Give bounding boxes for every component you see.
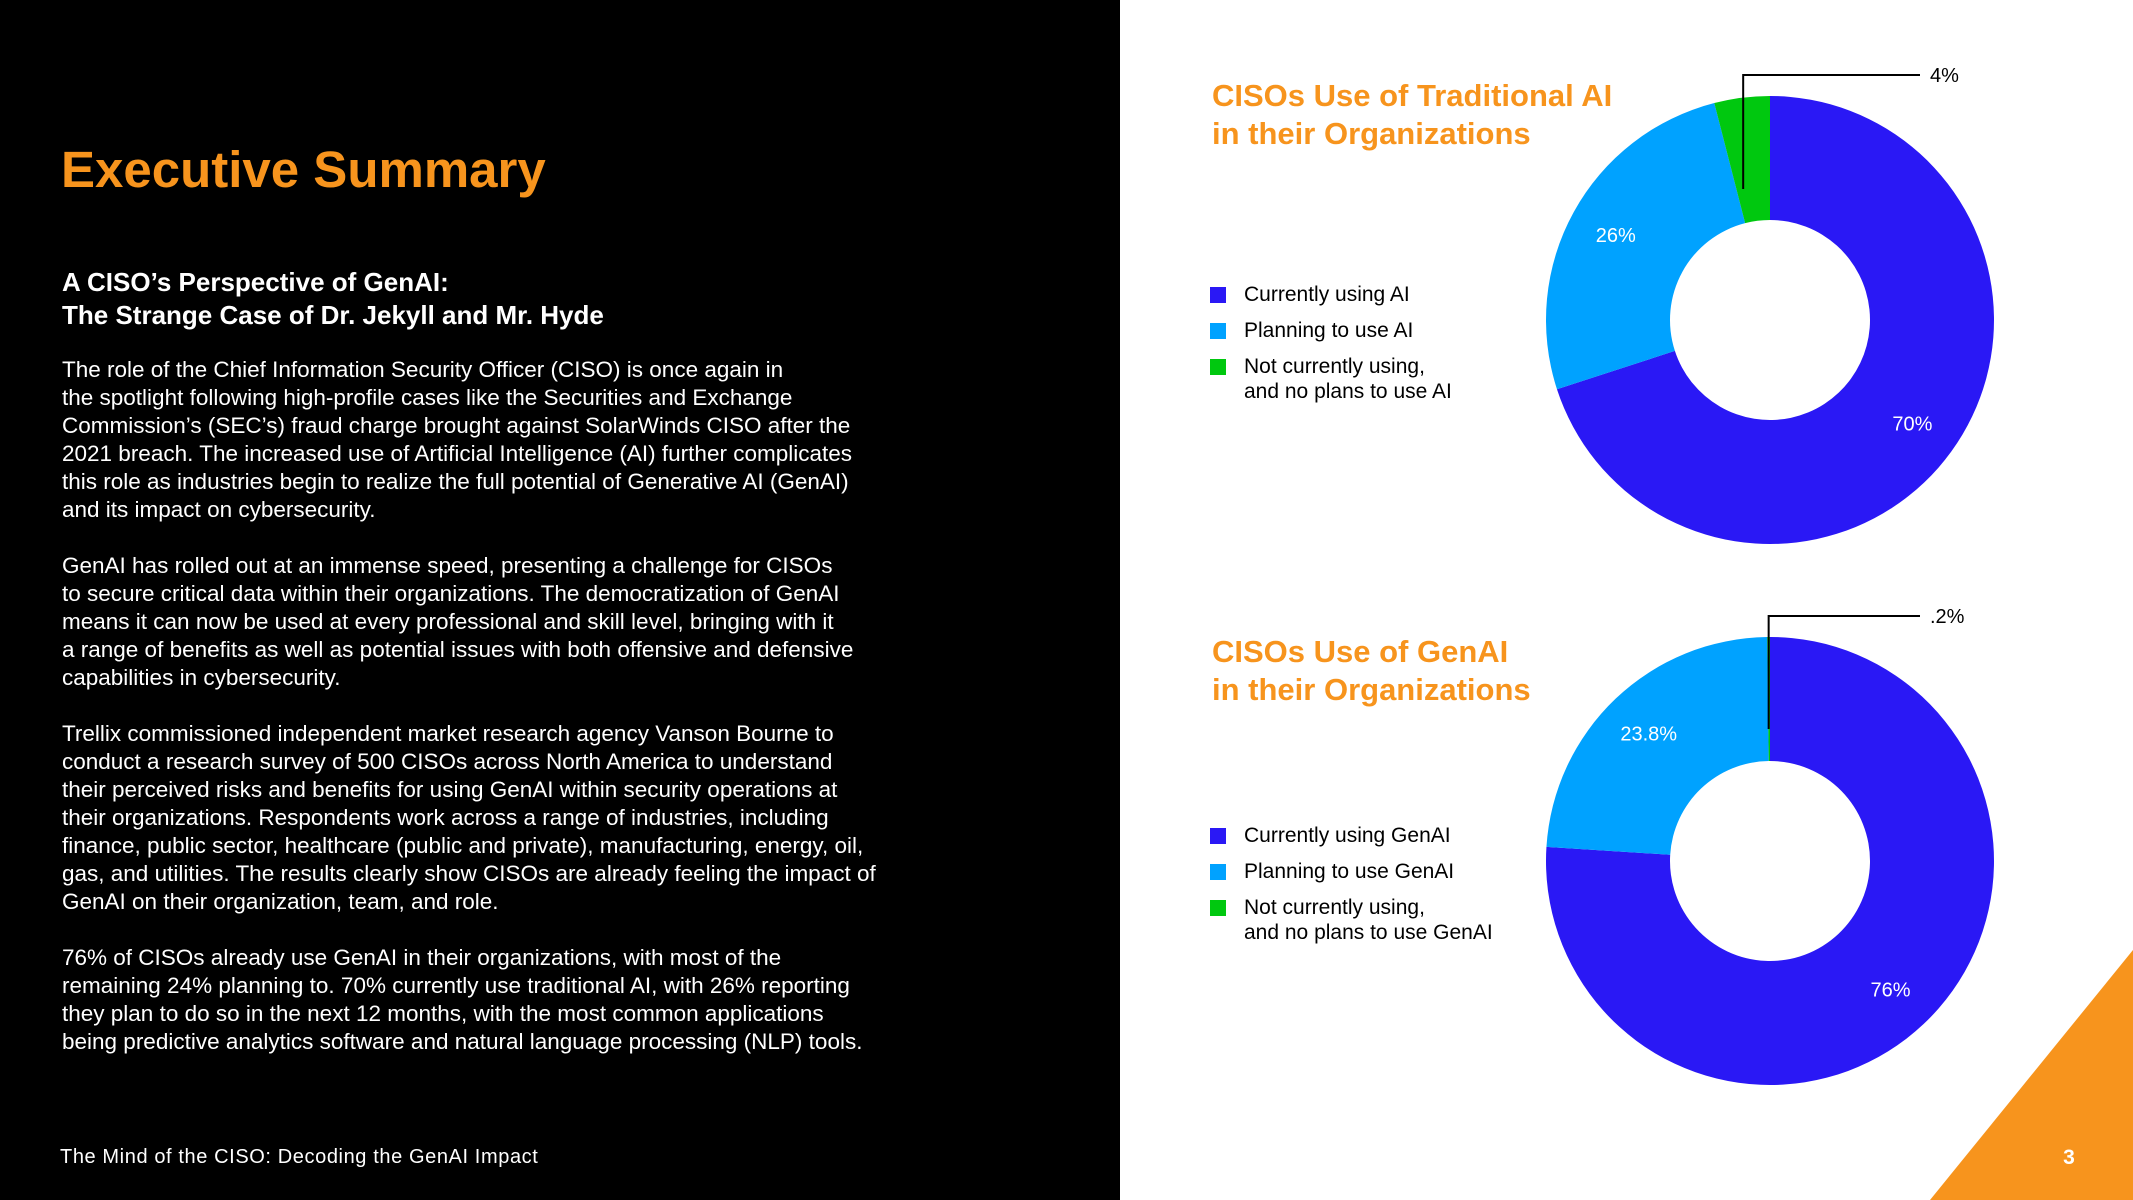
section-subheading: A CISO’s Perspective of GenAI: The Stran…	[62, 266, 604, 332]
legend-item-planning-to-use-ai: Planning to use AI	[1210, 318, 1452, 343]
chart-title-line: in their Organizations	[1212, 672, 1531, 707]
data-label: 23.8%	[1620, 723, 1677, 745]
legend-item-not-using-ai: Not currently using, and no plans to use…	[1210, 354, 1452, 404]
body-text: The role of the Chief Information Securi…	[62, 356, 1072, 1084]
text-line: to secure critical data within their org…	[62, 581, 840, 606]
legend-swatch	[1210, 864, 1226, 880]
page-number: 3	[2063, 1146, 2075, 1169]
data-label: 70%	[1892, 413, 1932, 435]
chart-title-traditional-ai: CISOs Use of Traditional AI in their Org…	[1212, 77, 1612, 153]
chart-title-line: in their Organizations	[1212, 116, 1531, 151]
chart-title-genai: CISOs Use of GenAI in their Organization…	[1212, 633, 1531, 709]
legend-swatch	[1210, 287, 1226, 303]
text-line: their perceived risks and benefits for u…	[62, 777, 838, 802]
left-panel: Executive Summary A CISO’s Perspective o…	[0, 0, 1120, 1200]
text-line: their organizations. Respondents work ac…	[62, 805, 829, 830]
paragraph-role-of-ciso: The role of the Chief Information Securi…	[62, 356, 1072, 524]
text-line: a range of benefits as well as potential…	[62, 637, 854, 662]
text-line: this role as industries begin to realize…	[62, 469, 849, 494]
data-label: 76%	[1870, 979, 1910, 1001]
text-line: Commission’s (SEC’s) fraud charge brough…	[62, 413, 851, 438]
text-line: Trellix commissioned independent market …	[62, 721, 834, 746]
legend-label: Planning to use AI	[1244, 319, 1414, 342]
chart-title-line: CISOs Use of Traditional AI	[1212, 78, 1613, 113]
leader-line	[1742, 74, 1920, 190]
legend-label: Not currently using,	[1244, 896, 1425, 919]
legend-item-not-using-genai: Not currently using, and no plans to use…	[1210, 895, 1493, 945]
text-line: they plan to do so in the next 12 months…	[62, 1001, 824, 1026]
legend-swatch	[1210, 323, 1226, 339]
text-line: capabilities in cybersecurity.	[62, 665, 341, 690]
text-line: GenAI on their organization, team, and r…	[62, 889, 499, 914]
donut-chart-genai: 76% 23.8% .2%	[1546, 606, 1994, 1085]
text-line: GenAI has rolled out at an immense speed…	[62, 553, 833, 578]
text-line: the spotlight following high-profile cas…	[62, 385, 793, 410]
legend-swatch	[1210, 359, 1226, 375]
legend-label: Planning to use GenAI	[1244, 860, 1455, 883]
text-line: conduct a research survey of 500 CISOs a…	[62, 749, 833, 774]
donut-slice-planning-to-use-ai	[1546, 103, 1746, 390]
paragraph-research-survey: Trellix commissioned independent market …	[62, 720, 1072, 916]
corner-accent-triangle	[1930, 950, 2133, 1200]
legend-item-planning-to-use-genai: Planning to use GenAI	[1210, 859, 1493, 884]
subheading-line: The Strange Case of Dr. Jekyll and Mr. H…	[62, 300, 604, 330]
legend-swatch	[1210, 828, 1226, 844]
subheading-line: A CISO’s Perspective of GenAI:	[62, 267, 449, 297]
text-line: remaining 24% planning to. 70% currently…	[62, 973, 850, 998]
donut-slice-currently-using-genai	[1546, 637, 1994, 1085]
text-line: gas, and utilities. The results clearly …	[62, 861, 876, 886]
text-line: and its impact on cybersecurity.	[62, 497, 376, 522]
text-line: 2021 breach. The increased use of Artifi…	[62, 441, 852, 466]
text-line: 76% of CISOs already use GenAI in their …	[62, 945, 782, 970]
legend-label: and no plans to use AI	[1244, 380, 1452, 403]
legend-label: Currently using AI	[1244, 283, 1410, 306]
legend-swatch	[1210, 900, 1226, 916]
donut-chart-traditional-ai: 70% 26% 4%	[1546, 65, 1994, 544]
data-label-outside: 4%	[1930, 65, 1959, 87]
text-line: means it can now be used at every profes…	[62, 609, 834, 634]
legend-label: and no plans to use GenAI	[1244, 921, 1493, 944]
text-line: finance, public sector, healthcare (publ…	[62, 833, 864, 858]
donut-slice-not-currently-using-and-no-plans-to-use-ai	[1714, 96, 1770, 224]
legend-label: Currently using GenAI	[1244, 824, 1451, 847]
paragraph-key-findings: 76% of CISOs already use GenAI in their …	[62, 944, 1072, 1056]
footer-report-title: The Mind of the CISO: Decoding the GenAI…	[60, 1146, 539, 1168]
data-label-outside: .2%	[1930, 606, 1965, 628]
donut-slice-planning-to-use-genai	[1546, 637, 1769, 855]
legend-item-currently-using-ai: Currently using AI	[1210, 282, 1452, 307]
donut-slice-currently-using-ai	[1556, 96, 1994, 544]
paragraph-genai-speed: GenAI has rolled out at an immense speed…	[62, 552, 1072, 692]
chart-title-line: CISOs Use of GenAI	[1212, 634, 1509, 669]
text-line: The role of the Chief Information Securi…	[62, 357, 784, 382]
legend-item-currently-using-genai: Currently using GenAI	[1210, 823, 1493, 848]
data-label: 26%	[1596, 225, 1636, 247]
leader-line	[1767, 615, 1920, 730]
legend-genai: Currently using GenAI Planning to use Ge…	[1210, 823, 1493, 956]
legend-traditional-ai: Currently using AI Planning to use AI No…	[1210, 282, 1452, 415]
page-title: Executive Summary	[61, 141, 546, 198]
text-line: being predictive analytics software and …	[62, 1029, 863, 1054]
legend-label: Not currently using,	[1244, 355, 1425, 378]
